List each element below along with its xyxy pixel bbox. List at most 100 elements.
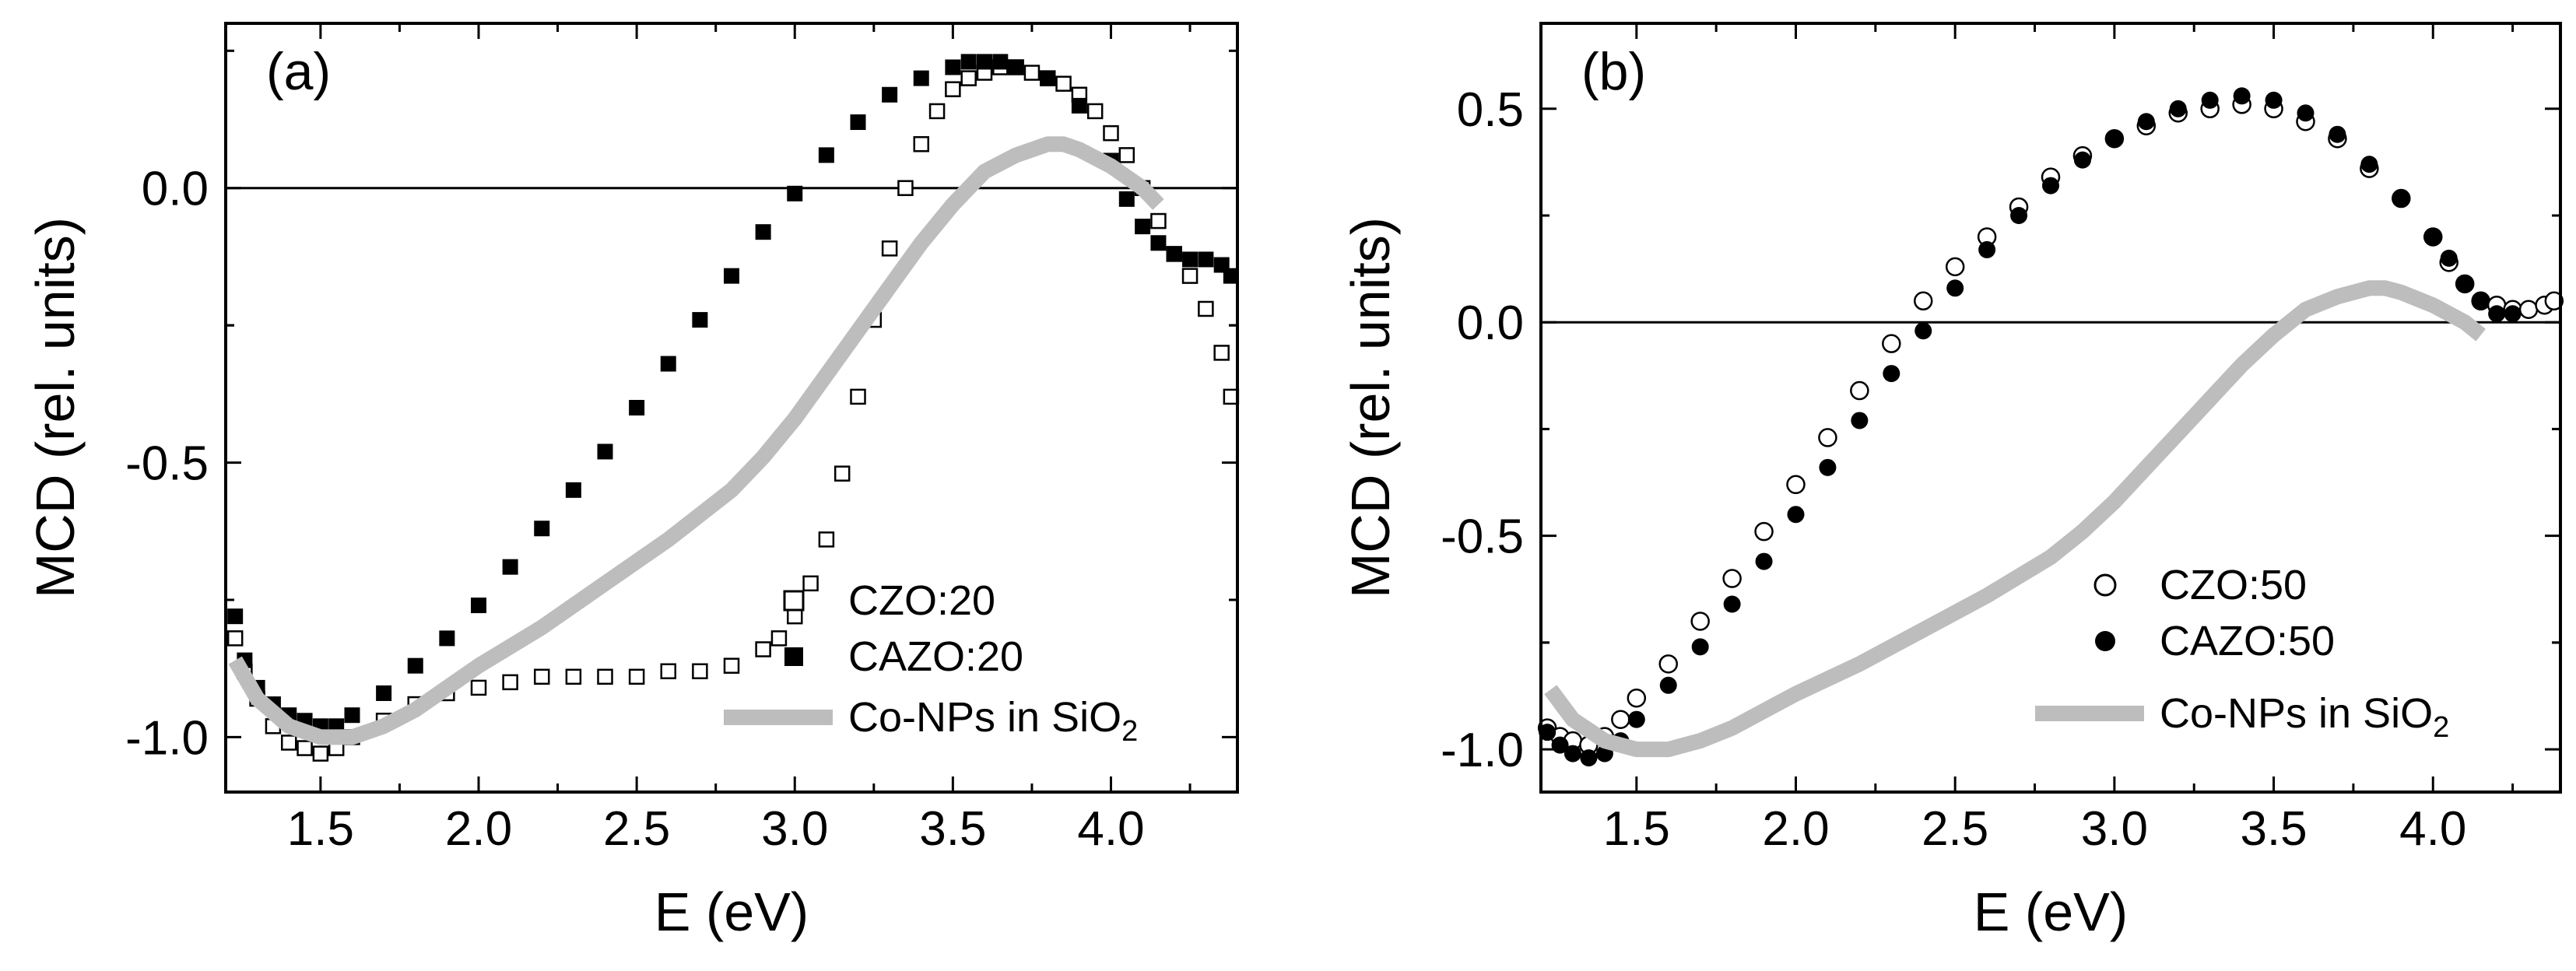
panel-a-point-cazo-20-28 [960,54,977,70]
panel-b-point-cazo-50-11 [1787,506,1805,524]
panel-a-legend-swatch-1 [784,647,803,666]
panel-a-point-cazo-20-12 [471,598,486,614]
panel-b-point-czo-50-12 [1818,428,1837,447]
panel-b-point-czo-50-16 [1945,257,1965,277]
panel-b-y-tick-label-0: -1.0 [1441,724,1524,777]
panel-a-chart: 1.5 2.0 2.5 3.0 3.5 4.0 -1.0 -0.5 0.0 E (eV) MCD (… [25,22,1240,942]
panel-b-point-cazo-50-9 [1723,595,1741,613]
panel-b-point-czo-50-9 [1722,569,1742,588]
panel-b-point-czo-50-6 [1627,688,1647,708]
panel-b-panel-label: (b) [1581,42,1646,101]
panel-b-series-2 [1544,280,2486,758]
panel-b-point-cazo-50-6 [1627,710,1645,728]
panel-a-point-cazo-20-20 [724,268,739,284]
panel-a-point-cazo-20-10 [407,657,423,674]
panel-b-point-cazo-50-33 [2456,275,2474,293]
panel-b-legend-swatch-1 [2095,631,2115,651]
panel-a-legend-label-0: CZO:20 [848,577,995,624]
panel-b-point-cazo-50-31 [2424,228,2442,246]
panel-b-legend-subscript-2: 2 [2433,711,2449,744]
panel-a-point-czo-20-38 [1023,65,1041,81]
panel-b-x-tick-label-3: 3.0 [2081,802,2148,856]
panel-a-point-czo-20-25 [818,531,835,548]
panel-b-point-cazo-50-18 [2010,207,2028,224]
panel-b-point-cazo-50-13 [1851,412,1869,429]
panel-a-point-czo-20-30 [897,180,914,196]
panel-a-point-czo-20-48 [1181,268,1199,284]
panel-b-point-cazo-50-19 [2042,177,2059,195]
panel-a-point-czo-20-21 [755,641,771,657]
panel-b-point-czo-50-13 [1850,380,1869,401]
panel-a-point-cazo-20-23 [818,147,834,163]
panel-a-series-2 [228,136,1164,745]
panel-a-point-cazo-20-13 [502,559,518,575]
panel-b-y-tick-label-2: 0.0 [1457,296,1524,350]
panel-a-point-czo-20-22 [770,630,788,647]
panel-a-point-czo-20-17 [628,668,645,685]
panel-b-point-cazo-50-28 [2329,125,2346,143]
panel-a-series-0 [226,59,1240,762]
panel-a-point-czo-20-6 [312,745,329,762]
panel-a-point-czo-20-50 [1213,345,1230,361]
panel-b-point-cazo-50-29 [2360,156,2378,174]
panel-a-point-czo-20-34 [960,70,977,86]
panel-a-point-cazo-20-14 [534,521,550,537]
panel-a-point-czo-20-24 [802,575,819,592]
panel-b-point-czo-50-39 [2544,291,2564,311]
panel-a-point-czo-20-40 [1055,75,1072,92]
panel-b-x-tick-label-1: 2.0 [1762,802,1829,856]
panel-b-point-cazo-50-27 [2297,104,2315,122]
panel-b-point-cazo-50-34 [2472,292,2490,310]
panel-a-point-czo-20-19 [692,663,708,679]
panel-b-x-tick-label-0: 1.5 [1603,802,1670,856]
panel-a-point-cazo-20-17 [629,400,645,415]
panel-a-y-tick-label-1: -0.5 [125,437,209,491]
panel-a-point-czo-20-15 [565,668,582,685]
panel-a-point-cazo-20-32 [1040,70,1056,86]
panel-a-co-nps-line [228,136,1164,745]
panel-a-point-czo-20-29 [881,240,898,257]
panel-a-point-cazo-20-16 [597,443,613,460]
panel-a-x-tick-label-1: 2.0 [445,802,512,856]
panel-a-point-czo-20-14 [534,668,550,685]
panel-a-point-czo-20-20 [723,657,740,674]
panel-b-point-cazo-50-30 [2392,190,2410,208]
panel-a-point-cazo-20-39 [1182,251,1199,268]
panel-b-point-cazo-50-20 [2073,151,2091,169]
panel-a-point-cazo-20-35 [1118,191,1135,207]
panel-a-y-tick-label-0: -1.0 [125,711,209,765]
panel-b-point-cazo-50-32 [2440,249,2458,267]
panel-a-point-cazo-20-8 [344,707,360,724]
panel-b-point-cazo-50-17 [1978,240,1996,258]
panel-b-point-cazo-50-10 [1755,552,1773,570]
panel-a-legend-subscript-2: 2 [1121,715,1138,748]
panel-a-point-czo-20-44 [1118,147,1135,163]
panel-b-point-cazo-50-36 [2504,305,2522,323]
panel-a-point-czo-20-13 [502,674,518,691]
panel-a-point-cazo-20-18 [660,356,676,372]
panel-b-series-1 [1539,87,2522,767]
panel-a-point-czo-20-31 [913,136,929,152]
panel-a-point-czo-20-18 [660,663,676,679]
panel-a-point-cazo-20-26 [913,70,929,86]
panel-b-point-czo-50-14 [1882,334,1901,353]
panel-a-point-cazo-20-30 [992,54,1009,70]
panel-b-chart: 1.5 2.0 2.5 3.0 3.5 4.0 -1.0 -0.5 0.0 0.5 E (eV) MC… [1340,22,2564,942]
panel-a-point-cazo-20-37 [1150,235,1167,251]
panel-a-point-czo-20-0 [226,630,244,647]
panel-b-legend-swatch-0 [2093,573,2117,597]
panel-a-point-cazo-20-15 [565,482,581,498]
panel-b-point-cazo-50-24 [2201,91,2219,109]
panel-b-x-tick-label-2: 2.5 [1921,802,1988,856]
panel-a-plot-frame [224,22,1239,794]
panel-a-x-tick-label-2: 2.5 [603,802,670,856]
panel-b-point-cazo-50-8 [1691,638,1709,656]
panel-a-point-cazo-20-40 [1198,251,1214,268]
panel-b-point-czo-50-37 [2518,300,2539,320]
panel-a-legend-label-2: Co-NPs in SiO2 [848,694,1138,748]
panel-b-point-cazo-50-14 [1883,365,1900,383]
panel-a-series-1 [227,54,1239,734]
panel-b-point-cazo-50-16 [1946,279,1964,297]
panel-a-x-tick-label-5: 4.0 [1077,802,1144,856]
panel-b-point-cazo-50-25 [2233,87,2251,105]
